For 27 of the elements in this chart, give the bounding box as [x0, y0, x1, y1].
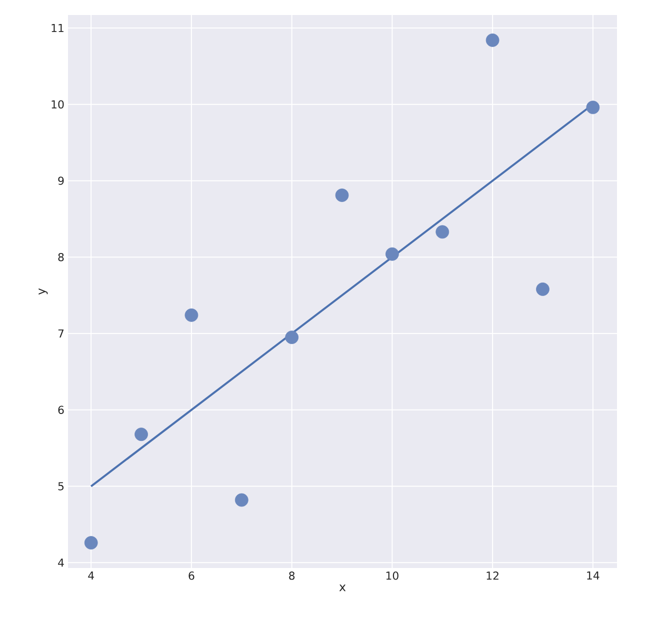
point — [84, 536, 98, 550]
point — [184, 308, 198, 322]
y-tick-label: 4 — [58, 558, 64, 567]
point — [134, 428, 148, 442]
point — [285, 330, 299, 344]
y-tick-label: 8 — [58, 252, 64, 262]
point — [586, 100, 600, 114]
x-tick-label: 12 — [486, 572, 498, 580]
x-tick-label: 6 — [188, 572, 194, 580]
point — [536, 282, 550, 296]
point — [234, 493, 248, 507]
y-axis-title: y — [38, 288, 48, 295]
y-tick-label: 7 — [58, 330, 64, 338]
x-tick-label: 10 — [386, 572, 398, 580]
point — [486, 34, 500, 47]
x-tick-label: 14 — [587, 572, 600, 580]
point — [335, 188, 349, 202]
x-axis-title: x — [339, 584, 346, 592]
y-tick-label: 10 — [52, 100, 64, 109]
y-tick-label: 9 — [58, 176, 64, 185]
y-tick-label: 5 — [58, 482, 64, 490]
x-tick-label: 4 — [88, 572, 94, 580]
x-tick-label: 8 — [289, 572, 295, 580]
point — [436, 225, 450, 239]
y-tick-label: 6 — [58, 406, 64, 414]
y-tick-label: 11 — [52, 24, 64, 32]
point — [385, 247, 399, 261]
